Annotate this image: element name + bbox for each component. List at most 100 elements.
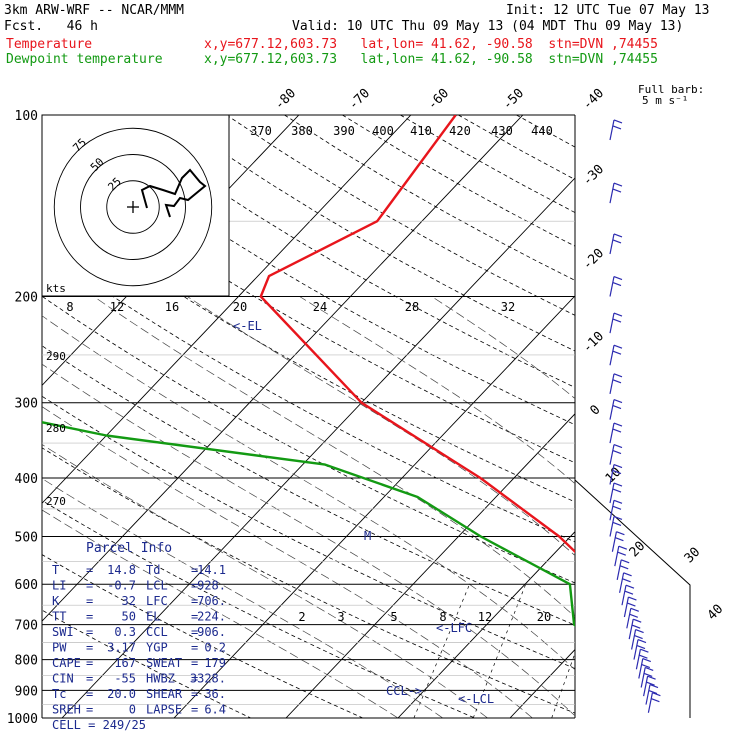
model-title: 3km ARW-WRF -- NCAR/MMM (4, 3, 185, 18)
wind-barb-flag (620, 559, 630, 564)
wind-barb-flag (612, 239, 622, 244)
parcel-row-eq: = (86, 641, 93, 655)
wind-barb (609, 119, 615, 141)
parcel-row-value: 14.8 (107, 563, 136, 577)
wind-barb (609, 464, 615, 485)
speed-axis-label: 8 (66, 300, 73, 314)
wind-barb-flag (649, 684, 659, 689)
parcel-row-value2: 3328. (190, 672, 226, 686)
mixing-ratio-label: 20 (537, 610, 551, 624)
wind-barb (609, 276, 615, 297)
speed-axis-label: 16 (165, 300, 179, 314)
wind-barb-flag (634, 634, 643, 640)
parcel-row-label: SWI (52, 625, 74, 639)
theta-e-label: 410 (410, 124, 432, 138)
wind-barb-flag (617, 551, 627, 556)
wind-barb-flag (612, 428, 622, 433)
parcel-row-value: -55 (114, 672, 136, 686)
parcel-row-value: 167 (114, 656, 136, 670)
speed-axis-label: 24 (313, 300, 327, 314)
isotherm-line (397, 531, 575, 718)
parcel-row-eq: = (86, 563, 93, 577)
parcel-row-value2: 6.4 (204, 703, 226, 717)
wind-barb-flag (613, 515, 623, 521)
isotherm-line (173, 295, 575, 718)
parcel-row-label2: YGP (146, 641, 168, 655)
init-time: Init: 12 UTC Tue 07 May 13 (506, 3, 710, 18)
parcel-cell-line: CELL = 249/25 (52, 718, 146, 732)
wind-barb (611, 531, 617, 552)
parcel-row-eq: = (86, 703, 93, 717)
dry-adiabat-line (690, 115, 740, 718)
moist-adiabat-line (299, 296, 575, 485)
wind-barb (609, 345, 615, 366)
isotherm-line (42, 115, 412, 504)
mixing-ratio-line (413, 584, 470, 718)
speed-axis-label: 12 (110, 300, 124, 314)
parcel-row-label2: LAPSE (146, 703, 182, 717)
wind-barb-flag (612, 281, 622, 287)
speed-axis-label: 20 (233, 300, 247, 314)
dry-adiabat-line (226, 115, 575, 316)
isotherm-top-label: -40 (580, 86, 607, 113)
wind-barb (640, 667, 646, 688)
theta-e-label: 380 (291, 124, 313, 138)
wind-barb-flag (627, 602, 636, 607)
wind-barb (628, 619, 634, 640)
parcel-row-eq: = (86, 594, 93, 608)
wind-barb-flag (612, 125, 622, 130)
wind-barb (623, 596, 629, 618)
isotherm-top-label: -50 (500, 86, 527, 113)
parcel-row-eq2: = (191, 610, 198, 624)
speed-axis-label: 32 (501, 300, 515, 314)
pressure-label: 100 (15, 109, 38, 124)
mixing-ratio-line (551, 652, 575, 718)
wind-barb-flag (612, 318, 622, 323)
moist-adiabat-line (431, 296, 575, 400)
parcel-row-label: LI (52, 579, 66, 593)
moist-adiabat-line (708, 297, 740, 719)
theta-left-label: 270 (46, 495, 66, 508)
isotherm-right-label: 30 (682, 545, 704, 567)
parcel-row-value2: 0.2 (204, 641, 226, 655)
wind-barb (645, 684, 651, 705)
wind-barb (609, 516, 615, 537)
parcel-row-eq2: = (191, 594, 198, 608)
wind-barb-flag (636, 645, 646, 650)
parcel-row-label: CAPE (52, 656, 81, 670)
dewpoint-legend-info: x,y=677.12,603.73 lat,lon= 41.62, -90.58… (204, 52, 658, 67)
wind-barb-flag (637, 639, 647, 644)
wind-barb-flag (629, 613, 639, 618)
moist-adiabat-line (42, 315, 575, 671)
wind-barb-flag (613, 312, 623, 317)
wind-barb (619, 572, 625, 593)
wind-barb-flag (612, 379, 622, 384)
wind-barb-flag (651, 698, 660, 703)
hodograph-ring (53, 127, 213, 287)
wind-barb-flag (613, 373, 623, 378)
speed-axis-label: 28 (405, 300, 419, 314)
wind-barb-flag (613, 399, 623, 404)
wind-barb (609, 482, 615, 504)
moist-adiabat-line (42, 478, 443, 718)
parcel-row-eq2: = (191, 687, 198, 701)
moist-adiabat-line (93, 296, 575, 618)
parcel-row-eq2: = (191, 703, 198, 717)
parcel-row-eq2: = (191, 641, 198, 655)
isotherm-line (61, 177, 575, 718)
dry-adiabat-line (284, 115, 575, 281)
level-annotation: <-LFC (436, 621, 472, 635)
dry-adiabat-line (632, 115, 740, 718)
parcel-row-label2: SHEAR (146, 687, 183, 701)
parcel-row-eq: = (86, 687, 93, 701)
dewpoint-profile (42, 421, 575, 627)
temperature-legend-label: Temperature (6, 37, 93, 52)
moist-adiabat-line (42, 444, 488, 718)
mixing-ratio-label: 5 (390, 610, 397, 624)
dry-adiabat-line (516, 115, 575, 148)
parcel-row-label2: HWBZ (146, 672, 175, 686)
moist-adiabat-line (42, 509, 399, 718)
wind-barb-flag (635, 628, 644, 634)
wind-barb-flag (616, 531, 625, 536)
parcel-row-label2: Td (146, 563, 160, 577)
